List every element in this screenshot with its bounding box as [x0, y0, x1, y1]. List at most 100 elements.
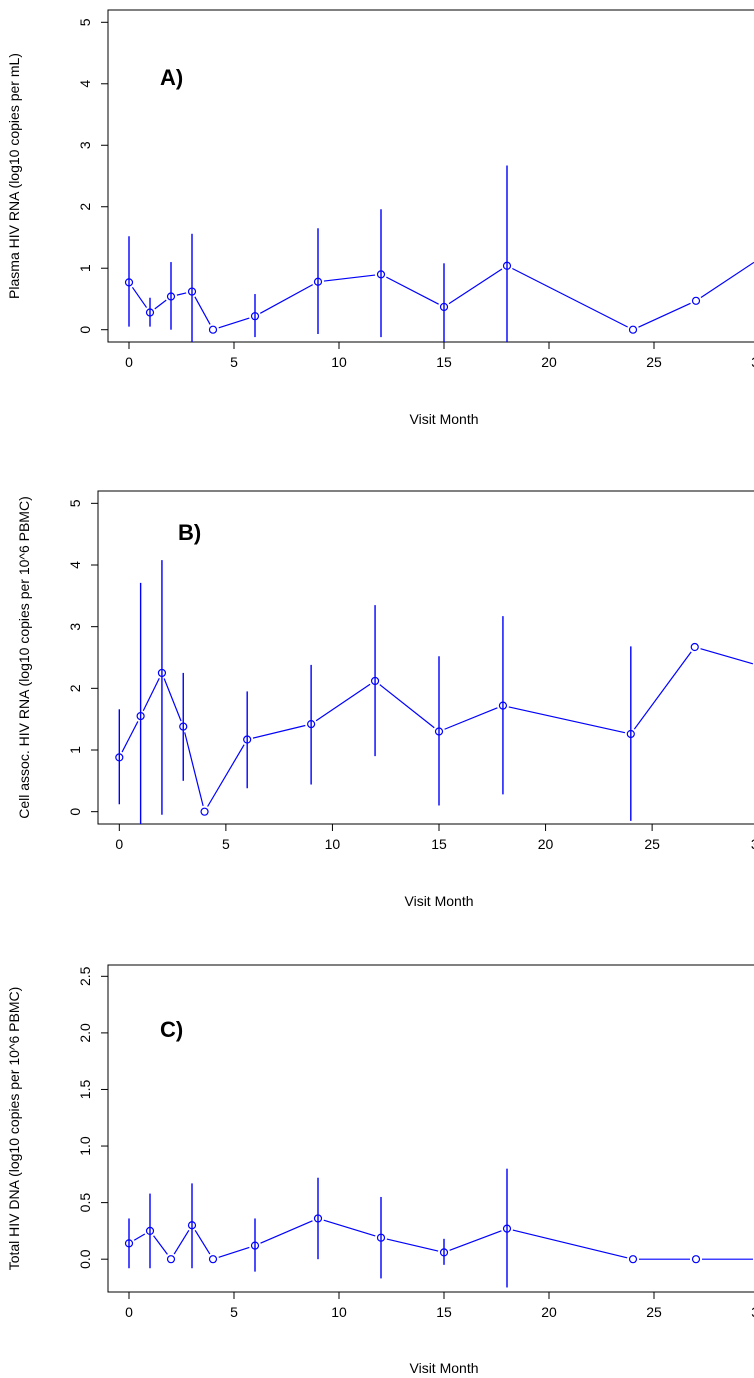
data-point — [370, 676, 380, 686]
x-tick-label: 30 — [751, 354, 754, 370]
data-point — [439, 302, 449, 312]
series-line-segment — [315, 683, 371, 722]
y-tick-label: 1.0 — [77, 1136, 93, 1156]
data-point — [690, 642, 699, 652]
y-tick-label: 4 — [77, 80, 93, 88]
series-line-segment — [163, 678, 182, 722]
x-tick-label: 10 — [325, 836, 341, 852]
y-tick-label: 5 — [67, 499, 83, 507]
y-tick-label: 1 — [67, 746, 83, 754]
data-point — [376, 270, 386, 279]
series-line-segment — [133, 1233, 146, 1241]
x-tick-label: 15 — [431, 836, 447, 852]
series-line-segment — [386, 276, 439, 305]
y-tick-label: 0 — [77, 326, 93, 334]
x-tick-label: 25 — [644, 836, 660, 852]
x-tick-label: 0 — [125, 1304, 133, 1320]
series-line-segment — [386, 1238, 439, 1252]
x-tick-label: 10 — [331, 354, 347, 370]
data-point — [313, 1214, 323, 1223]
data-point — [187, 1221, 197, 1230]
series-line-segment — [700, 648, 754, 665]
series-line-segment — [176, 292, 187, 296]
y-tick-label: 0.0 — [77, 1249, 93, 1269]
data-point — [626, 729, 635, 739]
y-tick-label: 0.5 — [77, 1193, 93, 1213]
y-tick-label: 0 — [67, 808, 83, 816]
series-line-segment — [323, 1219, 376, 1237]
y-axis-label: Plasma HIV RNA (log10 copies per mL) — [6, 53, 22, 299]
data-point — [502, 261, 512, 270]
plot-frame — [107, 964, 754, 1293]
x-tick-label: 20 — [541, 1304, 557, 1320]
y-tick-label: 5 — [77, 18, 93, 26]
series-line-segment — [121, 721, 139, 753]
data-point — [434, 727, 444, 736]
data-point — [502, 1224, 512, 1233]
data-point — [439, 1248, 449, 1257]
chart-panel-2: 0 5 10 15 20 25 30 0 1 2 3 4 5 Visit Month Cell assoc.… — [16, 490, 754, 909]
data-point — [115, 753, 124, 762]
data-point — [124, 278, 134, 287]
plot-frame — [107, 9, 754, 343]
y-tick-label: 4 — [67, 561, 83, 569]
data-point — [166, 1255, 176, 1264]
series-line-segment — [448, 268, 503, 305]
data-point — [179, 722, 188, 731]
y-tick-label: 2 — [77, 203, 93, 211]
series-line-segment — [207, 744, 245, 807]
x-tick-label: 30 — [751, 836, 754, 852]
series-line-segment — [184, 732, 204, 806]
series-line-segment — [323, 274, 376, 282]
y-axis-label: Cell assoc. HIV RNA (log10 copies per 10… — [16, 496, 32, 818]
series-line-segment — [173, 1230, 190, 1255]
data-point — [187, 287, 197, 296]
series-line-segment — [131, 286, 148, 308]
x-tick-label: 5 — [230, 1304, 238, 1320]
y-tick-label: 2.0 — [77, 1023, 93, 1043]
series-line-segment — [218, 317, 250, 329]
x-axis-label: Visit Month — [405, 893, 474, 909]
data-layer — [124, 1168, 753, 1288]
data-point — [136, 711, 145, 721]
data-point — [307, 719, 316, 729]
series-line-segment — [260, 1220, 313, 1244]
data-point — [243, 735, 252, 744]
series-line-segment — [153, 1235, 168, 1255]
y-tick-label: 3 — [67, 623, 83, 631]
chart-panel-3: 0 5 10 15 20 25 30 0.0 0.5 1.0 1.5 2.0 2.5 Visit Mont… — [6, 964, 754, 1376]
series-line-segment — [218, 1246, 250, 1258]
y-axis-label: Total HIV DNA (log10 copies per 10^6 PBM… — [6, 987, 22, 1271]
x-tick-label: 20 — [538, 836, 554, 852]
series-line-segment — [252, 724, 306, 739]
series-line-segment — [512, 1229, 628, 1259]
data-point — [208, 1255, 218, 1264]
x-axis-label: Visit Month — [410, 411, 479, 427]
y-tick-label: 2 — [67, 684, 83, 692]
data-point — [691, 296, 701, 305]
y-tick-label: 1.5 — [77, 1080, 93, 1100]
x-tick-label: 15 — [436, 354, 452, 370]
series-line-segment — [154, 299, 167, 310]
data-layer — [124, 165, 754, 342]
series-line-segment — [512, 267, 628, 328]
y-tick-label: 2.5 — [77, 966, 93, 986]
data-point — [208, 325, 218, 334]
series-line-segment — [633, 651, 692, 730]
x-tick-label: 5 — [222, 836, 230, 852]
panel-label: C) — [160, 1017, 183, 1042]
data-point — [200, 807, 209, 816]
x-tick-label: 25 — [646, 1304, 662, 1320]
x-axis-label: Visit Month — [410, 1360, 479, 1376]
series-line-segment — [508, 706, 626, 734]
y-tick-label: 3 — [77, 141, 93, 149]
data-point — [145, 308, 155, 317]
data-point — [145, 1226, 155, 1235]
data-point — [498, 701, 508, 710]
data-point — [691, 1255, 701, 1264]
data-point — [376, 1233, 386, 1242]
series-line-segment — [444, 707, 498, 730]
data-point — [157, 668, 167, 678]
series-line-segment — [379, 684, 435, 729]
